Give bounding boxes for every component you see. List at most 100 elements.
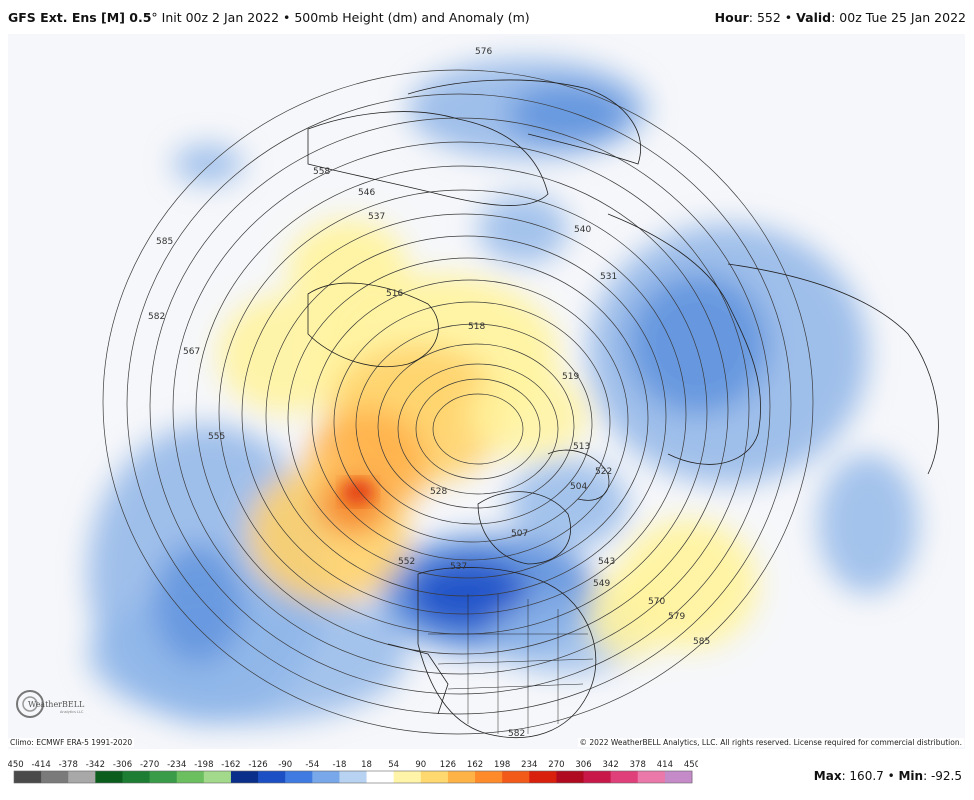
map-panel[interactable]: 576 558 546 537 516 518 519 585 582 567 … [8, 34, 965, 749]
contour-label: 522 [595, 467, 612, 477]
contour-label: 585 [156, 237, 173, 247]
colorbar-tick-label: -414 [31, 760, 50, 770]
colorbar-swatch [312, 771, 340, 783]
colorbar-tick-label: -198 [194, 760, 213, 770]
header: GFS Ext. Ens [M] 0.5° Init 00z 2 Jan 202… [0, 0, 974, 34]
init-description: Init 00z 2 Jan 2022 • 500mb Height (dm) … [157, 10, 530, 25]
colorbar-swatch [502, 771, 530, 783]
colorbar-swatch [176, 771, 205, 783]
colorbar-tick-label: -126 [248, 760, 267, 770]
colorbar-border [13, 770, 693, 784]
contour-label: 549 [593, 579, 610, 589]
colorbar-tick-label: -54 [305, 760, 319, 770]
contour-label: 582 [148, 312, 165, 322]
colorbar-swatch [366, 771, 395, 783]
map-title: GFS Ext. Ens [M] 0.5° Init 00z 2 Jan 202… [8, 10, 530, 25]
colorbar-swatch [258, 771, 286, 783]
colorbar-swatch [95, 771, 123, 783]
valid-time: Hour: 552 • Valid: 00z Tue 25 Jan 2022 [715, 10, 966, 25]
max-label: Max [813, 769, 842, 783]
max-min-stats: Max: 160.7 • Min: -92.5 [814, 769, 962, 783]
colorbar-swatch [637, 771, 666, 783]
colorbar-swatch [529, 771, 557, 783]
contour-label: 570 [648, 597, 665, 607]
anomaly-core [342, 480, 374, 504]
contour-label: 540 [574, 225, 591, 235]
coastlines [307, 79, 939, 738]
climo-note: Climo: ECMWF ERA-5 1991-2020 [8, 738, 135, 747]
min-value: : -92.5 [923, 769, 962, 783]
colorbar-swatch [447, 771, 476, 783]
colorbar-tick-label: 198 [494, 760, 510, 770]
hour-label: Hour [714, 10, 749, 25]
valid-value: : 00z Tue 25 Jan 2022 [831, 10, 966, 25]
logo-text: WeatherBELL [28, 700, 85, 709]
contour-label: 518 [468, 322, 485, 332]
colorbar-legend: -450 -414 -378 -342 -306 -270 -234 -198 -162 -126… [4, 756, 700, 792]
colorbar-tick-label: -234 [167, 760, 186, 770]
weatherbell-logo: WeatherBELL Analytics LLC [14, 688, 100, 720]
model-name: GFS Ext. Ens [M] 0.5 [8, 10, 152, 25]
colorbar-tick-label: -270 [140, 760, 159, 770]
contour-label: 519 [562, 372, 579, 382]
colorbar-swatch [203, 771, 232, 783]
colorbar-swatch [230, 771, 259, 783]
contour-label: 537 [450, 562, 467, 572]
colorbar-tick-label: -90 [278, 760, 292, 770]
hour-value: : 552 • [748, 10, 797, 25]
height-anomaly-map: 576 558 546 537 516 518 519 585 582 567 … [8, 34, 965, 749]
max-value: : 160.7 • [841, 769, 899, 783]
contour-label: 567 [183, 347, 200, 357]
colorbar-tick-label: -18 [332, 760, 346, 770]
contour-label: 504 [570, 482, 587, 492]
contour-label: 582 [508, 729, 525, 739]
colorbar-tick-label: 234 [521, 760, 537, 770]
colorbar-tick-label: -450 [8, 760, 24, 770]
colorbar-swatch [664, 771, 693, 783]
contour-label: 558 [313, 167, 330, 177]
colorbar-tick-label: 270 [548, 760, 564, 770]
colorbar-graphic: -450 -414 -378 -342 -306 -270 -234 -198 -162 -126… [4, 760, 700, 784]
colorbar-swatch [68, 771, 96, 783]
contour-label: 543 [598, 557, 615, 567]
contour-label: 528 [430, 487, 447, 497]
contour-label: 552 [398, 557, 415, 567]
colorbar-swatch [122, 771, 151, 783]
colorbar-tick-label: 162 [467, 760, 483, 770]
colorbar-swatch [583, 771, 612, 783]
colorbar-tick-label: 378 [630, 760, 646, 770]
colorbar-tick-label: 414 [657, 760, 673, 770]
colorbar-swatch [41, 771, 69, 783]
contour-label: 576 [475, 47, 492, 57]
colorbar-tick-label: 18 [361, 760, 372, 770]
contour-label: 516 [386, 289, 403, 299]
colorbar-swatch [475, 771, 503, 783]
colorbar-tick-label: 126 [440, 760, 456, 770]
logo-subtext: Analytics LLC [60, 710, 84, 714]
anomaly-shading [88, 59, 918, 724]
contour-label: 546 [358, 188, 375, 198]
contour-label: 531 [600, 272, 617, 282]
colorbar-tick-label: -342 [86, 760, 105, 770]
logo-graphic: WeatherBELL Analytics LLC [16, 690, 85, 718]
colorbar-tick-label: 90 [415, 760, 426, 770]
min-label: Min [898, 769, 924, 783]
valid-label: Valid [796, 10, 832, 25]
contour-label: 513 [573, 442, 590, 452]
colorbar-swatch [285, 771, 313, 783]
contour-label: 555 [208, 432, 225, 442]
colorbar-swatch [339, 771, 368, 783]
colorbar-tick-label: 306 [575, 760, 591, 770]
colorbar-tick-label: 450 [684, 760, 698, 770]
contour-label: 537 [368, 212, 385, 222]
height-contours [102, 69, 814, 735]
degree-symbol: ° [151, 10, 158, 25]
copyright-notice: © 2022 WeatherBELL Analytics, LLC. All r… [577, 738, 964, 747]
colorbar-tick-label: 342 [603, 760, 619, 770]
colorbar-tick-label: -162 [221, 760, 240, 770]
colorbar-tick-label: -378 [59, 760, 78, 770]
contour-label: 579 [668, 612, 685, 622]
contour-label: 507 [511, 529, 528, 539]
contour-labels: 576 558 546 537 516 518 519 585 582 567 … [148, 47, 710, 739]
colorbar-swatch [149, 771, 178, 783]
